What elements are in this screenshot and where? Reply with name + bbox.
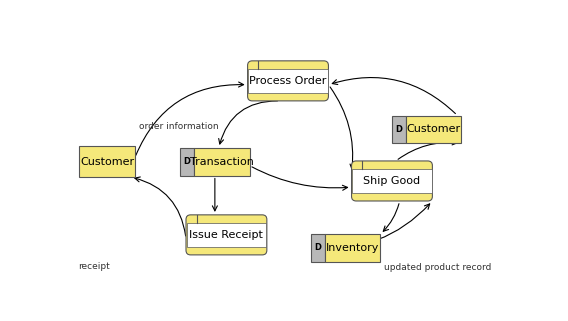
Text: D: D bbox=[315, 243, 321, 252]
Text: Customer: Customer bbox=[407, 124, 461, 134]
FancyBboxPatch shape bbox=[248, 61, 328, 101]
Bar bbox=[180, 148, 194, 176]
FancyBboxPatch shape bbox=[352, 161, 432, 201]
Text: Ship Good: Ship Good bbox=[364, 176, 420, 186]
Text: Transaction: Transaction bbox=[190, 157, 254, 167]
Bar bbox=[392, 116, 406, 143]
Text: D: D bbox=[183, 157, 191, 166]
Text: order information: order information bbox=[139, 122, 218, 131]
Bar bbox=[311, 234, 325, 262]
Text: D: D bbox=[395, 125, 402, 134]
Bar bbox=[194, 148, 249, 176]
Bar bbox=[248, 69, 328, 93]
Text: receipt: receipt bbox=[78, 262, 110, 271]
Bar bbox=[325, 234, 381, 262]
Text: Issue Receipt: Issue Receipt bbox=[190, 230, 264, 240]
Text: updated product record: updated product record bbox=[385, 263, 492, 272]
Bar bbox=[406, 116, 461, 143]
FancyBboxPatch shape bbox=[186, 215, 267, 255]
Text: Process Order: Process Order bbox=[249, 76, 327, 86]
Bar bbox=[352, 169, 432, 193]
Text: Inventory: Inventory bbox=[326, 243, 379, 253]
Bar bbox=[80, 146, 135, 177]
Bar bbox=[187, 223, 266, 247]
Text: Customer: Customer bbox=[80, 157, 134, 167]
